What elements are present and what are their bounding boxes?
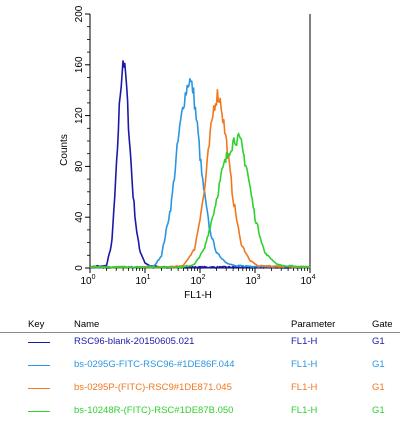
x-tick-label: 102 — [190, 274, 205, 287]
y-tick-label: 200 — [74, 5, 85, 22]
y-tick-label: 160 — [74, 56, 85, 73]
legend-header-name: Name — [74, 319, 100, 330]
y-tick-label: 120 — [74, 107, 85, 124]
legend-name: RSC96-blank-20150605.021 — [74, 336, 195, 347]
x-axis-label: FL1-H — [184, 290, 212, 301]
legend-key-line — [28, 342, 50, 343]
legend-gate: G1 — [372, 405, 385, 416]
legend-header-gate: Gate — [372, 319, 393, 330]
y-axis-ticks: 0 40 80 120 160 200 — [74, 5, 90, 271]
legend-row: bs-0295P-(FITC)-RSC9#1DE871.045 FL1-H G1 — [0, 381, 400, 395]
legend-key-line — [28, 388, 50, 389]
legend-name: bs-0295G-FITC-RSC96-#1DE86F.044 — [74, 359, 235, 370]
histogram-chart: 100 101 102 103 104 0 40 80 120 160 200 FL1-H Cou… — [59, 5, 316, 301]
legend-header-key: Key — [28, 319, 45, 330]
legend-parameter: FL1-H — [291, 359, 318, 370]
y-axis-label: Counts — [59, 134, 70, 166]
legend-gate: G1 — [372, 336, 385, 347]
y-tick-label: 0 — [74, 265, 85, 271]
legend-key-line — [28, 365, 50, 366]
legend-row: RSC96-blank-20150605.021 FL1-H G1 — [0, 335, 400, 349]
series-curve — [89, 89, 311, 269]
legend-key-line — [28, 411, 50, 412]
legend-parameter: FL1-H — [291, 336, 318, 347]
x-tick-label: 100 — [80, 274, 95, 287]
legend-name: bs-10248R-(FITC)-RSC#1DE87B.050 — [74, 405, 234, 416]
y-tick-label: 40 — [74, 211, 85, 223]
legend-gate: G1 — [372, 359, 385, 370]
x-axis-ticks: 100 101 102 103 104 — [80, 268, 316, 287]
series-curve — [89, 132, 311, 269]
legend-parameter: FL1-H — [291, 382, 318, 393]
legend-parameter: FL1-H — [291, 405, 318, 416]
x-tick-label: 104 — [300, 274, 315, 287]
legend-header: Key Name Parameter Gate — [0, 316, 400, 333]
legend-row: bs-0295G-FITC-RSC96-#1DE86F.044 FL1-H G1 — [0, 358, 400, 372]
legend-header-parameter: Parameter — [291, 319, 336, 330]
series-curve — [89, 78, 311, 269]
plot-frame — [89, 14, 311, 269]
x-tick-label: 103 — [245, 274, 260, 287]
legend-row: bs-10248R-(FITC)-RSC#1DE87B.050 FL1-H G1 — [0, 404, 400, 418]
histogram-curves — [89, 60, 311, 269]
series-curve — [89, 60, 311, 269]
legend-gate: G1 — [372, 382, 385, 393]
y-tick-label: 80 — [74, 160, 85, 172]
legend-name: bs-0295P-(FITC)-RSC9#1DE871.045 — [74, 382, 232, 393]
x-tick-label: 101 — [135, 274, 150, 287]
